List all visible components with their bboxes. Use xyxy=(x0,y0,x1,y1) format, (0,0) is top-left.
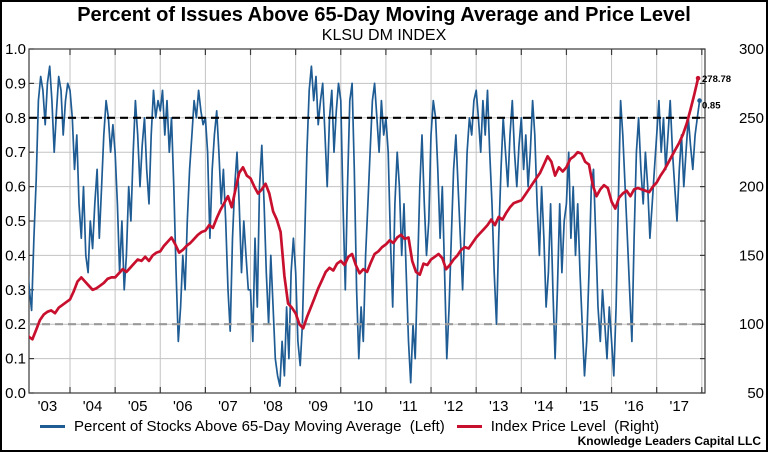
left-axis-label: 0.4 xyxy=(5,247,26,264)
index-price-level-endpoint-dot xyxy=(695,75,701,81)
x-axis-label: '09 xyxy=(308,398,328,415)
legend-item-price: Index Price Level (Right) xyxy=(456,418,660,435)
x-axis-label: '12 xyxy=(444,398,464,415)
left-axis-label: 0.1 xyxy=(5,351,26,368)
left-axis-label: 0.2 xyxy=(5,316,26,333)
legend-item-percent: Percent of Stocks Above 65-Day Moving Av… xyxy=(40,418,445,435)
x-axis-label: '16 xyxy=(624,398,644,415)
x-axis-label: '13 xyxy=(489,398,509,415)
legend-label-percent: Percent of Stocks Above 65-Day Moving Av… xyxy=(74,418,445,435)
legend-line-swatch-blue xyxy=(40,425,65,428)
endpoint-annotation: 0.85 xyxy=(702,101,721,112)
page-subtitle: KLSU DM INDEX xyxy=(321,27,447,44)
left-axis-label: 0.0 xyxy=(5,385,26,402)
x-axis-label: '08 xyxy=(263,398,283,415)
percent-above-ma-line xyxy=(29,65,701,387)
x-axis-label: '15 xyxy=(579,398,599,415)
left-axis-label: 0.8 xyxy=(5,110,26,127)
right-axis-label: 50 xyxy=(747,385,764,402)
x-axis-label: '17 xyxy=(669,398,689,415)
x-axis-label: '11 xyxy=(399,398,417,415)
x-axis-label: '03 xyxy=(38,398,58,415)
x-axis-label: '14 xyxy=(534,398,554,415)
right-axis-label: 200 xyxy=(739,179,764,196)
legend-label-price: Index Price Level (Right) xyxy=(490,418,660,435)
legend: Percent of Stocks Above 65-Day Moving Av… xyxy=(40,418,671,435)
watermark: Knowledge Leaders Capital LLC xyxy=(577,434,761,448)
x-axis-label: '10 xyxy=(354,398,374,415)
right-axis-label: 150 xyxy=(739,247,764,264)
left-axis-label: 0.9 xyxy=(5,75,26,92)
index-price-level-line xyxy=(29,77,700,341)
right-axis-label: 100 xyxy=(739,316,764,333)
x-axis-label: '05 xyxy=(128,398,148,415)
left-axis-label: 0.7 xyxy=(5,144,26,161)
left-axis-label: 1.0 xyxy=(5,41,26,58)
endpoint-annotation: 278.78 xyxy=(702,74,731,85)
x-axis-label: '04 xyxy=(83,398,103,415)
left-axis-label: 0.5 xyxy=(5,213,26,230)
left-axis-label: 0.3 xyxy=(5,282,26,299)
x-axis-label: '06 xyxy=(173,398,193,415)
left-axis-label: 0.6 xyxy=(5,179,26,196)
right-axis-label: 250 xyxy=(739,110,764,127)
page-title: Percent of Issues Above 65-Day Moving Av… xyxy=(77,4,691,26)
legend-line-swatch-red xyxy=(456,425,482,428)
x-axis-label: '07 xyxy=(218,398,238,415)
right-axis-label: 300 xyxy=(739,41,764,58)
percent-above-ma-endpoint-dot xyxy=(697,98,702,103)
